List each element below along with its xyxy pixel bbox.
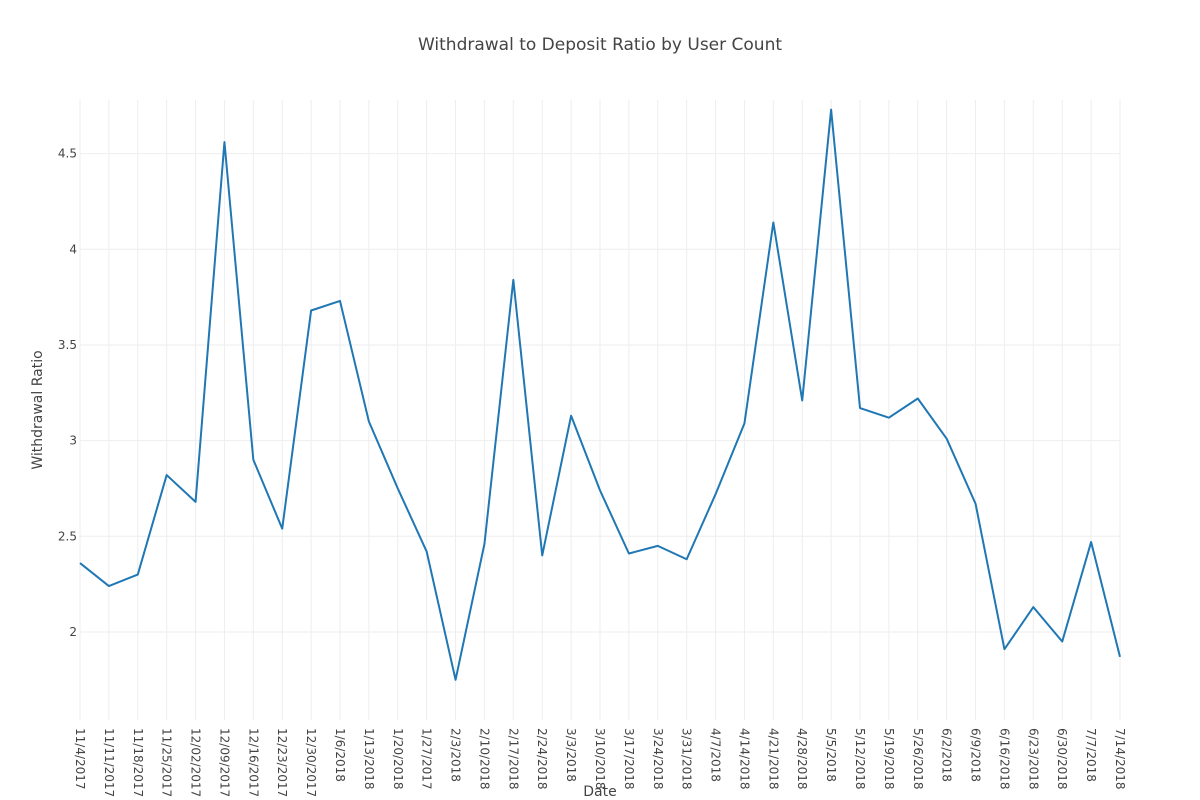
x-tick-label: 11/4/2017 bbox=[73, 728, 87, 790]
x-tick-label: 1/13/2018 bbox=[362, 728, 376, 790]
x-tick-label: 11/25/2017 bbox=[160, 728, 174, 797]
y-tick-label: 2 bbox=[69, 625, 77, 639]
data-point bbox=[280, 527, 284, 531]
x-tick-label: 6/23/2018 bbox=[1026, 728, 1040, 790]
data-point bbox=[194, 500, 198, 504]
x-tick-label: 5/5/2018 bbox=[824, 728, 838, 782]
x-tick-label: 12/16/2017 bbox=[246, 728, 260, 797]
x-tick-label: 12/30/2017 bbox=[304, 728, 318, 797]
y-tick-label: 3 bbox=[69, 434, 77, 448]
x-tick-label: 6/16/2018 bbox=[997, 728, 1011, 790]
data-point bbox=[945, 437, 949, 441]
x-tick-label: 4/7/2018 bbox=[709, 728, 723, 782]
data-point bbox=[425, 550, 429, 554]
data-point bbox=[136, 573, 140, 577]
data-point bbox=[829, 108, 833, 112]
x-tick-label: 11/18/2017 bbox=[131, 728, 145, 797]
data-point bbox=[656, 544, 660, 548]
x-tick-label: 3/17/2018 bbox=[622, 728, 636, 790]
x-tick-label: 4/21/2018 bbox=[766, 728, 780, 790]
data-point bbox=[1002, 647, 1006, 651]
x-tick-label: 4/28/2018 bbox=[795, 728, 809, 790]
x-tick-label: 5/19/2018 bbox=[882, 728, 896, 790]
x-tick-label: 6/9/2018 bbox=[969, 728, 983, 782]
data-point bbox=[685, 557, 689, 561]
data-point bbox=[396, 486, 400, 490]
data-point bbox=[771, 220, 775, 224]
data-point bbox=[222, 140, 226, 144]
data-point bbox=[511, 278, 515, 282]
data-point bbox=[78, 561, 82, 565]
x-tick-label: 3/10/2018 bbox=[593, 728, 607, 790]
x-tick-label: 3/31/2018 bbox=[680, 728, 694, 790]
series-line bbox=[79, 108, 1121, 681]
x-axis-title: Date bbox=[583, 784, 616, 800]
x-tick-label: 4/14/2018 bbox=[737, 728, 751, 790]
x-tick-label: 2/3/2018 bbox=[449, 728, 463, 782]
data-point bbox=[454, 678, 458, 682]
data-point bbox=[569, 414, 573, 418]
x-tick-label: 1/20/2018 bbox=[391, 728, 405, 790]
x-tick-label: 6/2/2018 bbox=[940, 728, 954, 782]
y-axis-title: Withdrawal Ratio bbox=[30, 350, 46, 469]
data-point bbox=[367, 419, 371, 423]
x-tick-label: 3/3/2018 bbox=[564, 728, 578, 782]
x-tick-labels: 11/4/2017 11/11/2017 11/18/2017 11/25/2017 1… bbox=[73, 728, 1127, 797]
data-point bbox=[309, 308, 313, 312]
x-tick-label: 11/11/2017 bbox=[102, 728, 116, 797]
y-gridlines bbox=[80, 153, 1120, 633]
data-point bbox=[1089, 540, 1093, 544]
data-point bbox=[540, 553, 544, 557]
data-point bbox=[1060, 640, 1064, 644]
data-point bbox=[251, 458, 255, 462]
data-point bbox=[916, 397, 920, 401]
y-tick-labels: 2 2.5 3 3.5 4 4.5 bbox=[58, 147, 77, 639]
x-tick-label: 6/30/2018 bbox=[1055, 728, 1069, 790]
x-tick-label: 2/24/2018 bbox=[535, 728, 549, 790]
x-gridlines bbox=[79, 100, 1121, 720]
data-point bbox=[482, 542, 486, 546]
data-point bbox=[1031, 605, 1035, 609]
x-tick-label: 3/24/2018 bbox=[651, 728, 665, 790]
data-point bbox=[800, 398, 804, 402]
x-tick-label: 12/09/2017 bbox=[217, 728, 231, 797]
data-point bbox=[974, 502, 978, 506]
y-tick-label: 3.5 bbox=[58, 338, 77, 352]
data-point bbox=[714, 492, 718, 496]
x-tick-label: 5/26/2018 bbox=[911, 728, 925, 790]
y-tick-label: 4.5 bbox=[58, 147, 77, 161]
chart-title: Withdrawal to Deposit Ratio by User Coun… bbox=[418, 35, 782, 55]
data-point bbox=[627, 552, 631, 556]
data-point bbox=[598, 488, 602, 492]
data-point bbox=[1118, 655, 1122, 659]
x-tick-label: 7/14/2018 bbox=[1113, 728, 1127, 790]
y-tick-label: 2.5 bbox=[58, 529, 77, 543]
data-point bbox=[338, 299, 342, 303]
x-tick-label: 7/7/2018 bbox=[1084, 728, 1098, 782]
data-point bbox=[107, 584, 111, 588]
x-tick-label: 1/6/2018 bbox=[333, 728, 347, 782]
data-point bbox=[742, 421, 746, 425]
x-tick-label: 1/27/2017 bbox=[420, 728, 434, 790]
data-point bbox=[858, 406, 862, 410]
data-point bbox=[165, 473, 169, 477]
x-tick-label: 5/12/2018 bbox=[853, 728, 867, 790]
y-tick-label: 4 bbox=[69, 242, 77, 256]
x-tick-label: 2/17/2018 bbox=[506, 728, 520, 790]
x-tick-label: 12/02/2017 bbox=[189, 728, 203, 797]
data-point bbox=[887, 416, 891, 420]
x-tick-label: 12/23/2017 bbox=[275, 728, 289, 797]
x-tick-label: 2/10/2018 bbox=[477, 728, 491, 790]
